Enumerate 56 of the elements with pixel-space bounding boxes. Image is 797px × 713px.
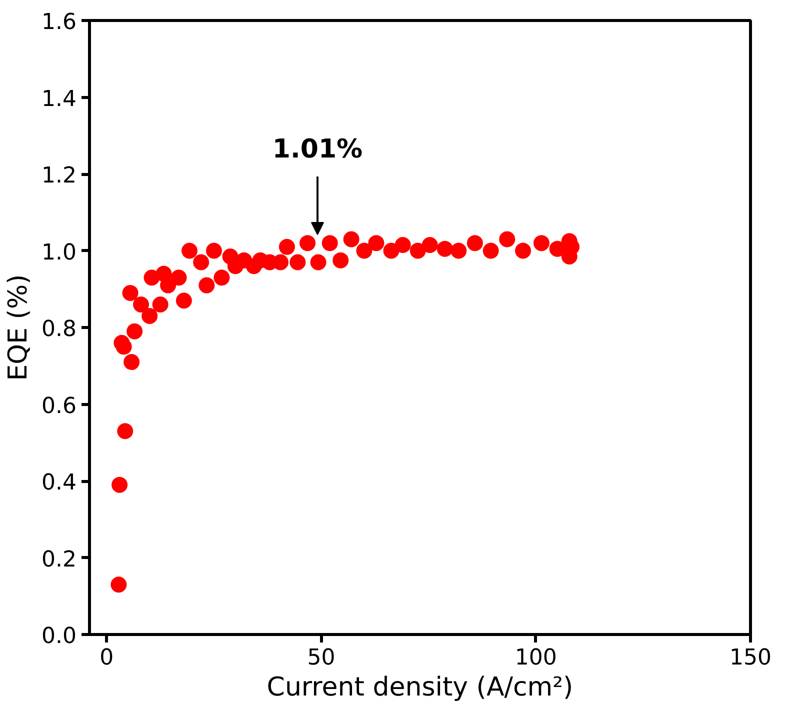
- y-tick-label: 1.2: [42, 164, 77, 188]
- x-tick-label: 0: [100, 646, 114, 670]
- point: [116, 338, 132, 355]
- point: [368, 235, 384, 252]
- point: [436, 240, 453, 257]
- point: [170, 270, 187, 286]
- point: [300, 235, 316, 252]
- point: [142, 308, 158, 324]
- point: [466, 235, 483, 252]
- point: [112, 476, 128, 493]
- x-axis-title: Current density (A/cm²): [266, 672, 574, 702]
- x-tick-label: 150: [730, 646, 772, 670]
- point: [450, 242, 467, 259]
- y-tick-label: 1.0: [42, 240, 77, 266]
- point: [499, 231, 516, 248]
- point: [410, 242, 426, 259]
- point: [482, 242, 499, 259]
- y-axis-title: EQE (%): [4, 274, 34, 381]
- point: [515, 242, 532, 259]
- y-tick-label: 0.2: [42, 547, 77, 572]
- point: [193, 254, 210, 270]
- point: [278, 238, 295, 255]
- point: [182, 242, 198, 259]
- point: [343, 231, 360, 248]
- y-tick-label: 0.8: [42, 317, 77, 342]
- point: [160, 277, 176, 294]
- point: [356, 242, 372, 259]
- point: [290, 254, 306, 270]
- y-tick-label: 1.6: [42, 10, 77, 35]
- point: [422, 237, 438, 253]
- point: [549, 240, 566, 257]
- y-tick-label: 0.0: [42, 624, 77, 649]
- point: [176, 292, 192, 309]
- point: [206, 242, 222, 259]
- point: [214, 270, 230, 286]
- point: [124, 354, 140, 370]
- x-tick-label: 100: [514, 646, 557, 670]
- point: [117, 423, 134, 440]
- point: [310, 254, 326, 270]
- annotation: 1.01%: [272, 134, 363, 164]
- x-tick-label: 50: [307, 646, 336, 670]
- y-tick-label: 1.4: [42, 86, 77, 112]
- point: [144, 270, 160, 286]
- y-tick-label: 0.4: [42, 470, 77, 496]
- point: [383, 242, 400, 259]
- point: [152, 296, 168, 312]
- point: [122, 284, 138, 301]
- point: [533, 235, 550, 252]
- point: [126, 323, 143, 340]
- point: [394, 237, 411, 253]
- point: [322, 235, 338, 252]
- y-tick-label: 0.6: [42, 394, 77, 419]
- point: [110, 576, 127, 593]
- point: [198, 277, 215, 294]
- point: [133, 296, 150, 312]
- point: [332, 252, 349, 268]
